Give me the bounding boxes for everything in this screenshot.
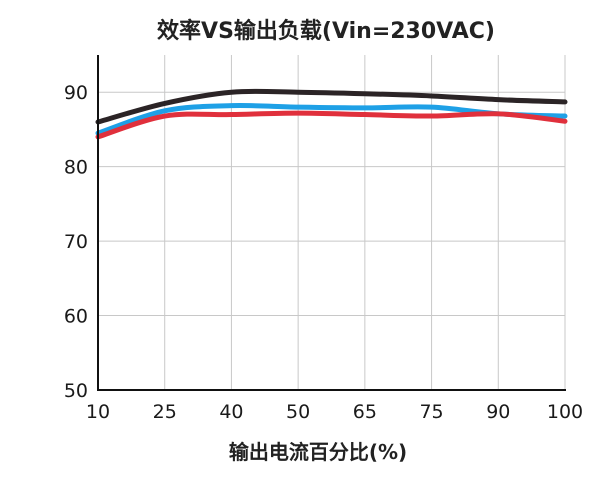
series-lines [95, 88, 568, 140]
y-tick-label: 70 [64, 231, 88, 253]
x-tick-label: 75 [419, 401, 443, 423]
x-tick-label: 50 [286, 401, 310, 423]
y-tick-label: 90 [64, 82, 88, 104]
series-line-3 [95, 110, 568, 140]
x-axis-label: 输出电流百分比(%) [229, 440, 407, 464]
y-tick-label: 50 [64, 380, 88, 402]
x-tick-label: 40 [219, 401, 243, 423]
y-tick-label: 80 [64, 157, 88, 179]
x-tick-label: 100 [547, 401, 583, 423]
x-tick-label: 25 [153, 401, 177, 423]
x-tick-label: 90 [486, 401, 510, 423]
x-tick-label: 65 [353, 401, 377, 423]
chart-title: 效率VS输出负载(Vin=230VAC) [157, 18, 495, 44]
y-tick-label: 60 [64, 306, 88, 328]
series-line-2 [95, 102, 568, 136]
x-tick-labels: 10 25 40 50 65 75 90 100 [86, 401, 583, 423]
axes [97, 55, 566, 391]
x-tick-label: 10 [86, 401, 110, 423]
y-tick-labels: 50 60 70 80 90 [64, 82, 88, 402]
series-line-1 [95, 88, 568, 125]
